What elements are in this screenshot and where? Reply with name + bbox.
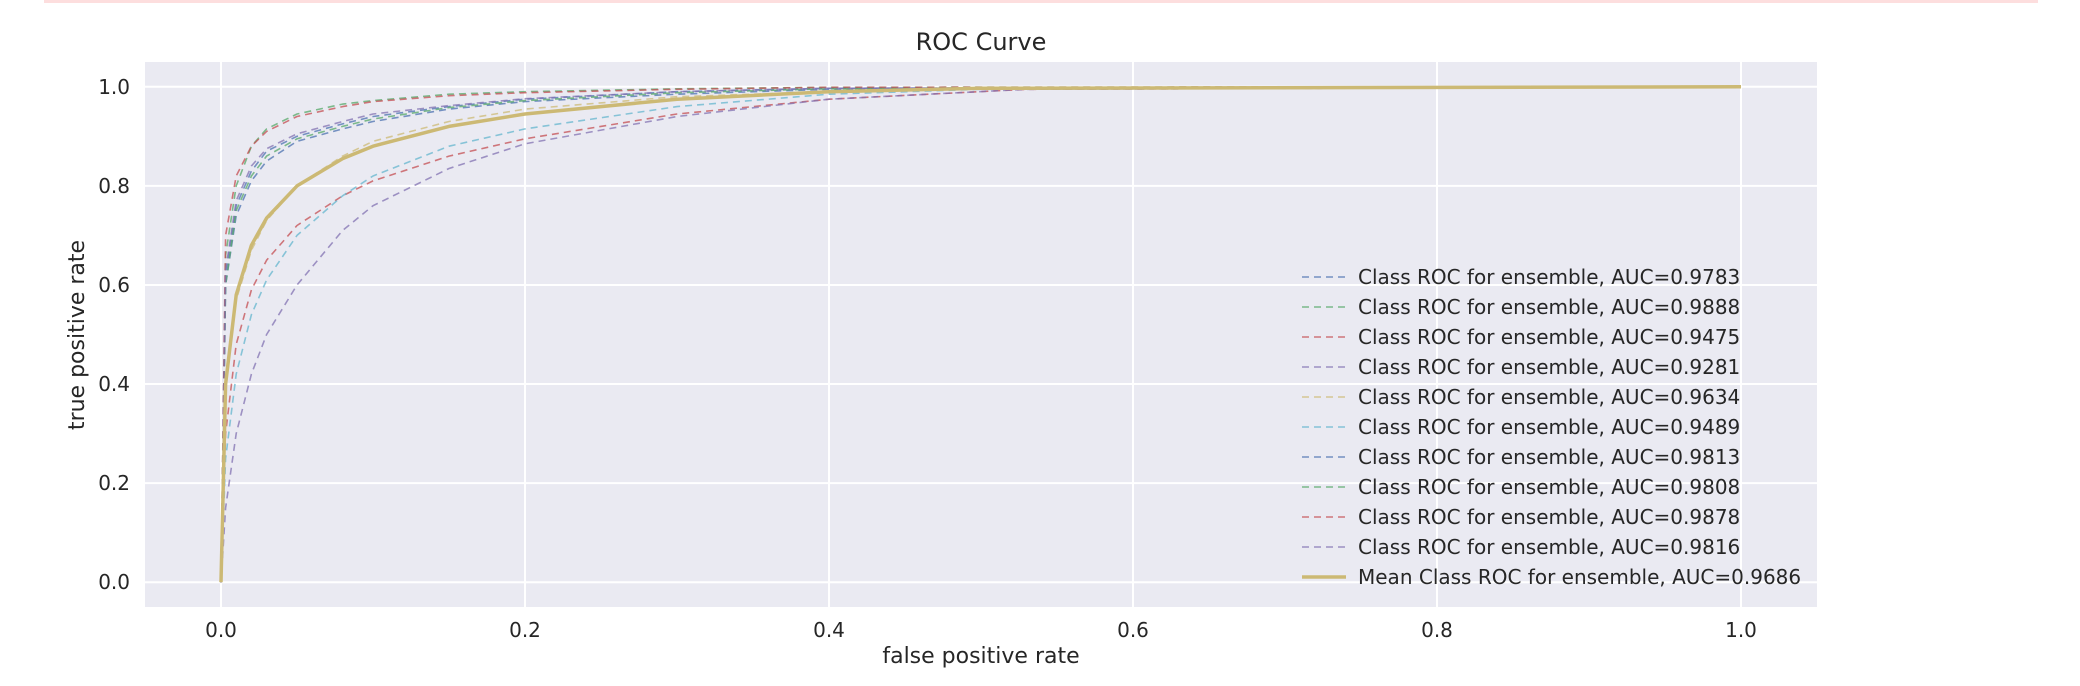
mean-roc-line — [219, 85, 1742, 583]
legend-label: Class ROC for ensemble, AUC=0.9816 — [1358, 535, 1740, 559]
x-tick-label: 0.8 — [1421, 618, 1453, 642]
y-axis-label: true positive rate — [65, 240, 90, 430]
y-tick-label: 0.2 — [98, 471, 130, 495]
y-tick-label: 0.4 — [98, 372, 130, 396]
y-tick-labels: 0.0 0.2 0.4 0.6 0.8 1.0 — [98, 75, 130, 594]
legend-label: Class ROC for ensemble, AUC=0.9878 — [1358, 505, 1740, 529]
y-tick-label: 0.6 — [98, 273, 130, 297]
grid-lines — [145, 62, 1817, 607]
y-tick-label: 0.0 — [98, 570, 130, 594]
class-roc-line — [220, 86, 1742, 583]
y-tick-label: 0.8 — [98, 174, 130, 198]
class-roc-line — [220, 86, 1742, 583]
legend-label: Class ROC for ensemble, AUC=0.9813 — [1358, 445, 1740, 469]
chart-title: ROC Curve — [916, 28, 1047, 56]
x-tick-label: 0.2 — [509, 618, 541, 642]
legend-label: Class ROC for ensemble, AUC=0.9475 — [1358, 325, 1740, 349]
legend-label: Class ROC for ensemble, AUC=0.9888 — [1358, 295, 1740, 319]
x-tick-label: 0.0 — [205, 618, 237, 642]
class-roc-line — [220, 86, 1742, 583]
legend-label: Mean Class ROC for ensemble, AUC=0.9686 — [1358, 565, 1801, 589]
series-lines — [219, 85, 1742, 583]
class-roc-line — [220, 86, 1742, 583]
legend-label: Class ROC for ensemble, AUC=0.9634 — [1358, 385, 1740, 409]
output-banner — [44, 0, 2038, 3]
x-tick-label: 0.6 — [1117, 618, 1149, 642]
legend-label: Class ROC for ensemble, AUC=0.9808 — [1358, 475, 1740, 499]
plot-background — [145, 62, 1817, 607]
legend: Class ROC for ensemble, AUC=0.9783 Class … — [1302, 265, 1801, 589]
x-axis-label: false positive rate — [882, 644, 1079, 669]
legend-label: Class ROC for ensemble, AUC=0.9281 — [1358, 355, 1740, 379]
x-tick-label: 1.0 — [1725, 618, 1757, 642]
x-tick-labels: 0.0 0.2 0.4 0.6 0.8 1.0 — [205, 618, 1757, 642]
legend-label: Class ROC for ensemble, AUC=0.9783 — [1358, 265, 1740, 289]
legend-label: Class ROC for ensemble, AUC=0.9489 — [1358, 415, 1740, 439]
x-tick-label: 0.4 — [813, 618, 845, 642]
y-tick-label: 1.0 — [98, 75, 130, 99]
class-roc-line — [220, 86, 1742, 583]
